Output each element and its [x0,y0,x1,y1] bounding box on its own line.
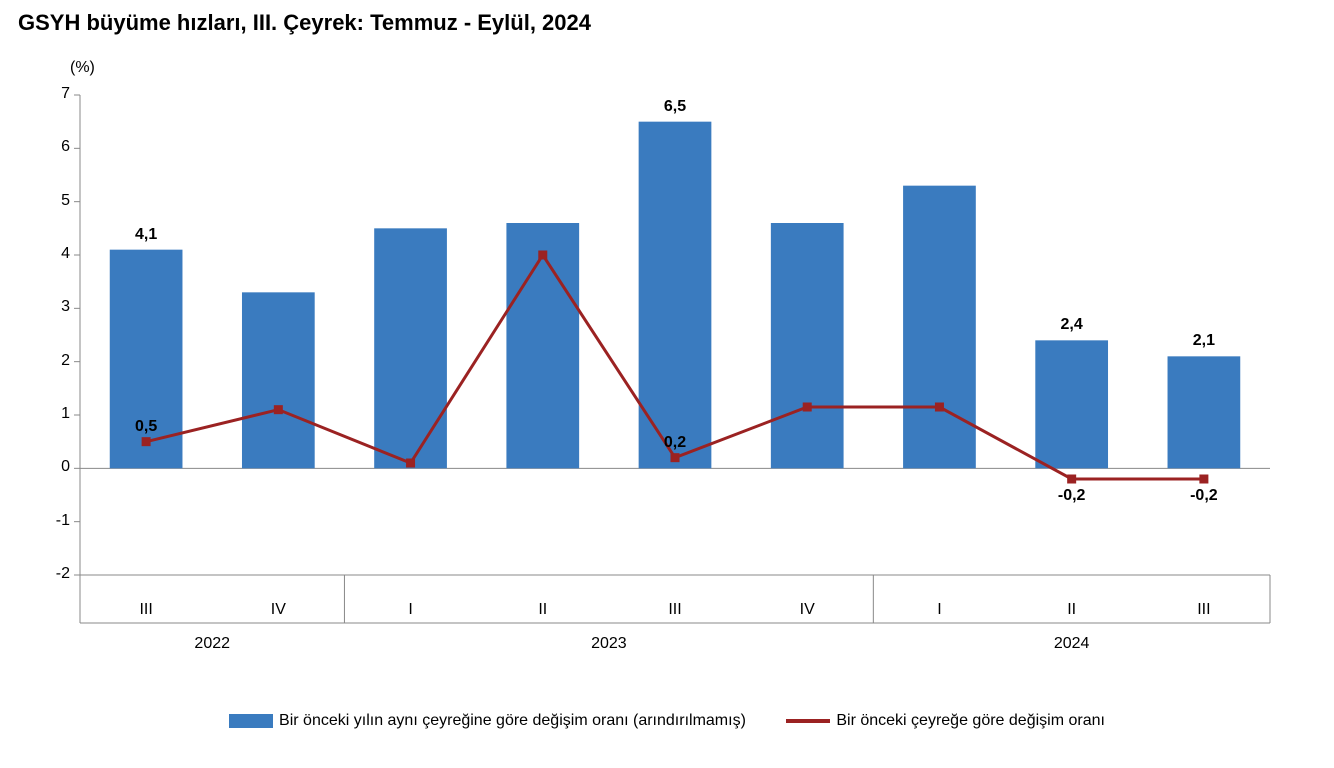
line-marker [1067,475,1076,484]
legend: Bir önceki yılın aynı çeyreğine göre değ… [0,712,1334,730]
line-marker [142,437,151,446]
y-tick-label: 6 [30,138,70,156]
x-quarter-label: III [139,601,152,619]
x-quarter-label: IV [800,601,815,619]
x-year-label: 2023 [591,635,627,653]
legend-swatch-bar [229,714,273,728]
x-quarter-label: I [937,601,941,619]
legend-bar-label: Bir önceki yılın aynı çeyreğine göre değ… [279,712,746,730]
bar-value-label: 2,4 [1061,316,1083,334]
y-tick-label: 7 [30,85,70,103]
line-marker [671,453,680,462]
bar-value-label: 2,1 [1193,332,1215,350]
y-tick-label: -1 [30,512,70,530]
line-value-label: -0,2 [1058,487,1086,505]
bar [771,223,844,468]
bar [1168,356,1241,468]
x-quarter-label: I [408,601,412,619]
chart-container: GSYH büyüme hızları, III. Çeyrek: Temmuz… [0,0,1334,768]
bar [506,223,579,468]
x-quarter-label: III [1197,601,1210,619]
x-quarter-label: IV [271,601,286,619]
bar [1035,340,1108,468]
y-tick-label: 1 [30,405,70,423]
line-marker [406,459,415,468]
line-value-label: 0,2 [664,434,686,452]
bar [242,292,315,468]
line-marker [935,403,944,412]
line-value-label: 0,5 [135,418,157,436]
bar-value-label: 6,5 [664,98,686,116]
x-year-label: 2022 [194,635,230,653]
x-quarter-label: II [538,601,547,619]
line-marker [1199,475,1208,484]
bar [374,228,447,468]
line-marker [803,403,812,412]
legend-line-label: Bir önceki çeyreğe göre değişim oranı [836,712,1105,730]
legend-item-line: Bir önceki çeyreğe göre değişim oranı [786,712,1105,730]
y-tick-label: -2 [30,565,70,583]
x-quarter-label: II [1067,601,1076,619]
legend-swatch-line [786,719,830,723]
line-marker [538,251,547,260]
y-tick-label: 3 [30,298,70,316]
x-year-label: 2024 [1054,635,1090,653]
line-value-label: -0,2 [1190,487,1218,505]
y-tick-label: 2 [30,352,70,370]
legend-item-bar: Bir önceki yılın aynı çeyreğine göre değ… [229,712,746,730]
line-marker [274,405,283,414]
bar-value-label: 4,1 [135,226,157,244]
y-tick-label: 5 [30,192,70,210]
y-tick-label: 4 [30,245,70,263]
x-quarter-label: III [668,601,681,619]
y-tick-label: 0 [30,458,70,476]
bar [903,186,976,469]
